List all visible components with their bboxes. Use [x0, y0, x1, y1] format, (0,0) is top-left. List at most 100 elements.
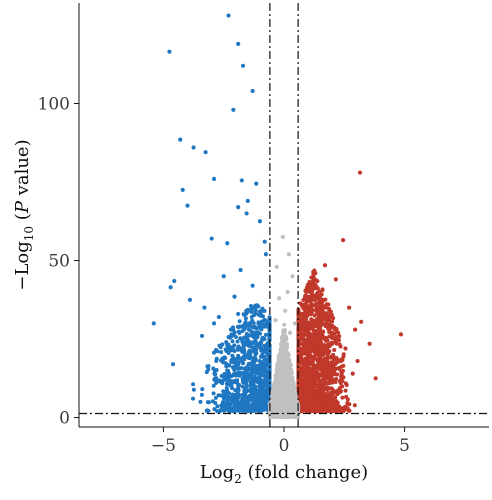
up-point	[347, 305, 352, 310]
up-point	[302, 345, 307, 350]
down-point	[267, 362, 272, 367]
down-point	[236, 205, 241, 210]
up-point	[296, 320, 301, 325]
up-point	[297, 361, 302, 366]
up-point	[309, 317, 314, 322]
down-point	[203, 150, 208, 155]
down-point	[170, 362, 176, 367]
down-point	[215, 409, 220, 414]
down-point	[261, 349, 266, 354]
x-tick-label: 0	[279, 436, 290, 456]
up-point	[336, 338, 341, 343]
up-point	[323, 364, 328, 369]
down-point	[265, 372, 270, 377]
down-point	[232, 294, 237, 299]
ns-point	[273, 318, 278, 323]
down-point	[226, 13, 231, 18]
down-point	[249, 375, 254, 380]
down-point	[241, 355, 246, 360]
ns-point	[277, 360, 282, 365]
down-point	[219, 403, 224, 408]
down-point	[250, 345, 255, 350]
up-point	[329, 335, 334, 340]
up-point	[326, 385, 331, 390]
up-point	[325, 357, 330, 362]
up-point	[338, 344, 343, 349]
up-point	[309, 404, 314, 408]
down-point	[229, 408, 234, 413]
up-point	[340, 358, 345, 363]
down-point	[211, 391, 216, 396]
ns-point	[292, 321, 297, 326]
up-point	[308, 373, 313, 378]
ns-point	[293, 396, 298, 401]
up-point	[300, 402, 305, 407]
down-point	[262, 356, 267, 361]
up-point	[296, 331, 301, 336]
up-point	[320, 303, 325, 308]
up-point	[305, 372, 310, 377]
down-point	[151, 321, 156, 326]
down-point	[254, 406, 259, 411]
ns-point	[286, 352, 291, 357]
up-point	[308, 376, 313, 381]
down-point	[241, 347, 246, 352]
down-point	[249, 406, 254, 411]
down-point	[259, 326, 264, 331]
up-point	[304, 378, 309, 383]
down-point	[226, 368, 231, 373]
up-point	[343, 346, 348, 351]
ns-point	[291, 383, 296, 388]
down-point	[258, 354, 263, 359]
x-axis-ticks: −5 0 5	[151, 427, 410, 456]
down-point	[261, 407, 266, 412]
down-point	[240, 384, 245, 389]
up-point	[316, 310, 321, 315]
down-point	[191, 387, 196, 392]
down-point	[255, 376, 260, 381]
down-point	[235, 339, 240, 344]
up-point	[307, 350, 312, 355]
ns-point	[279, 369, 284, 374]
up-point	[330, 354, 335, 359]
x-axis-title-suffix: (fold change)	[242, 462, 368, 483]
up-point	[299, 365, 304, 370]
down-point	[263, 332, 268, 337]
ns-point	[283, 338, 288, 343]
up-point	[398, 332, 404, 337]
up-point	[328, 390, 333, 395]
ns-point	[280, 401, 285, 406]
down-point	[229, 332, 234, 337]
up-point	[333, 409, 338, 414]
down-point	[214, 380, 219, 385]
ns-point	[284, 390, 289, 395]
up-point	[308, 398, 313, 403]
down-point	[245, 198, 250, 203]
down-point	[237, 406, 242, 411]
ns-point	[285, 408, 290, 413]
up-point	[352, 403, 357, 408]
up-point	[298, 311, 303, 316]
ns-point	[276, 414, 281, 419]
down-point	[222, 371, 227, 376]
down-point	[261, 360, 266, 365]
down-point	[241, 341, 246, 346]
x-axis-title-prefix: Log	[200, 462, 234, 483]
down-point	[217, 343, 222, 348]
x-tick-label: 5	[399, 436, 410, 456]
x-axis-title: Log2 (fold change)	[200, 462, 368, 486]
down-point	[214, 358, 219, 363]
down-point	[250, 333, 255, 338]
up-point	[307, 283, 312, 288]
up-point	[325, 381, 330, 386]
down-point	[240, 63, 246, 68]
up-point	[309, 389, 314, 394]
up-point	[306, 345, 310, 350]
down-point	[168, 285, 173, 290]
up-point	[303, 306, 308, 311]
down-point	[250, 88, 255, 94]
up-point	[312, 403, 317, 408]
up-point	[323, 396, 328, 401]
ns-point	[277, 352, 282, 357]
down-point	[260, 335, 265, 340]
